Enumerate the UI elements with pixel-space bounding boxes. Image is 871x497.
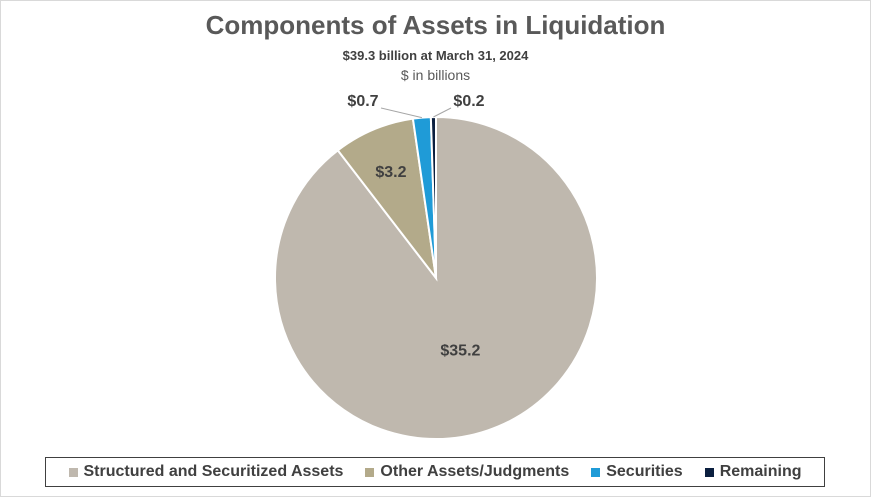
units-note: $ in billions <box>400 67 471 83</box>
legend-item-other-assets: Other Assets/Judgments <box>365 463 569 481</box>
legend-swatch <box>365 467 375 477</box>
legend-item-structured: Structured and Securitized Assets <box>68 463 344 481</box>
leader-line <box>433 107 452 118</box>
label-structured: $35.2 <box>440 343 480 360</box>
leader-line <box>380 107 423 119</box>
label-securities: $0.7 <box>347 93 378 110</box>
legend-label: Structured and Securitized Assets <box>83 463 344 480</box>
legend-swatch <box>591 467 601 477</box>
legend-item-remaining: Remaining <box>704 463 802 481</box>
chart-subtitle: $39.3 billion at March 31, 2024 <box>342 48 529 63</box>
label-other-assets: $3.2 <box>375 164 406 181</box>
chart-title: Components of Assets in Liquidation <box>205 10 666 40</box>
legend-label: Other Assets/Judgments <box>380 463 570 480</box>
label-remaining: $0.2 <box>453 93 484 110</box>
legend-swatch <box>68 467 78 477</box>
legend-label: Securities <box>606 463 683 480</box>
legend-swatch <box>704 467 714 477</box>
legend-item-securities: Securities <box>591 463 683 481</box>
legend-label: Remaining <box>719 463 802 480</box>
legend: Structured and Securitized Assets Other A… <box>45 457 825 487</box>
